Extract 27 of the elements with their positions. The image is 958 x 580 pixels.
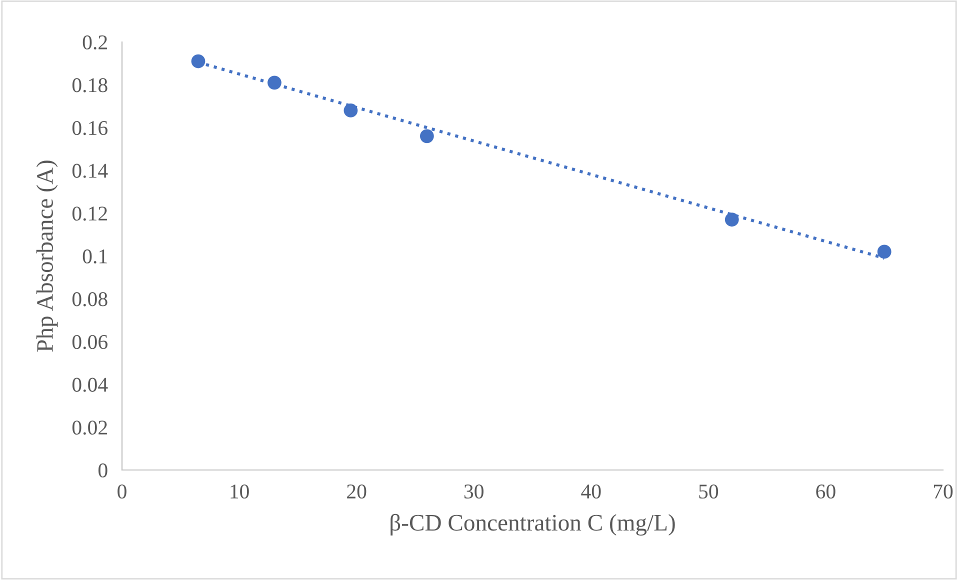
x-tick-label: 40 [581,484,601,499]
x-tick-label: 50 [699,484,718,499]
y-tick-label: 0.1 [82,249,107,264]
x-tick-label: 60 [816,484,836,499]
y-tick-label: 0.14 [72,164,108,178]
point [268,76,282,90]
x-tick-label: 30 [464,484,484,499]
y-tick-label: 0.2 [82,35,107,50]
y-tick-label: 0.02 [72,420,107,435]
y-axis-title: Php Absorbance (A) [36,160,58,352]
y-tick-label: 0 [98,463,108,478]
point [724,212,739,227]
x-tick-label: 0 [118,484,126,499]
y-tick-label: 0.16 [72,120,108,136]
x-tick-label: 10 [230,484,249,499]
point [344,104,358,118]
point [877,244,892,259]
x-tick-label: 70 [934,484,953,499]
y-tick-label: 0.06 [72,334,108,350]
y-tick-label: 0.12 [72,206,107,221]
x-axis-title: β-CD Concentration C (mg/L) [390,514,675,536]
y-tick-label: 0.08 [72,292,108,306]
point [420,129,434,144]
y-tick-label: 0.18 [72,78,108,92]
point [191,54,206,68]
x-tick-label: 20 [347,484,366,499]
y-tick-label: 0.04 [72,378,108,392]
